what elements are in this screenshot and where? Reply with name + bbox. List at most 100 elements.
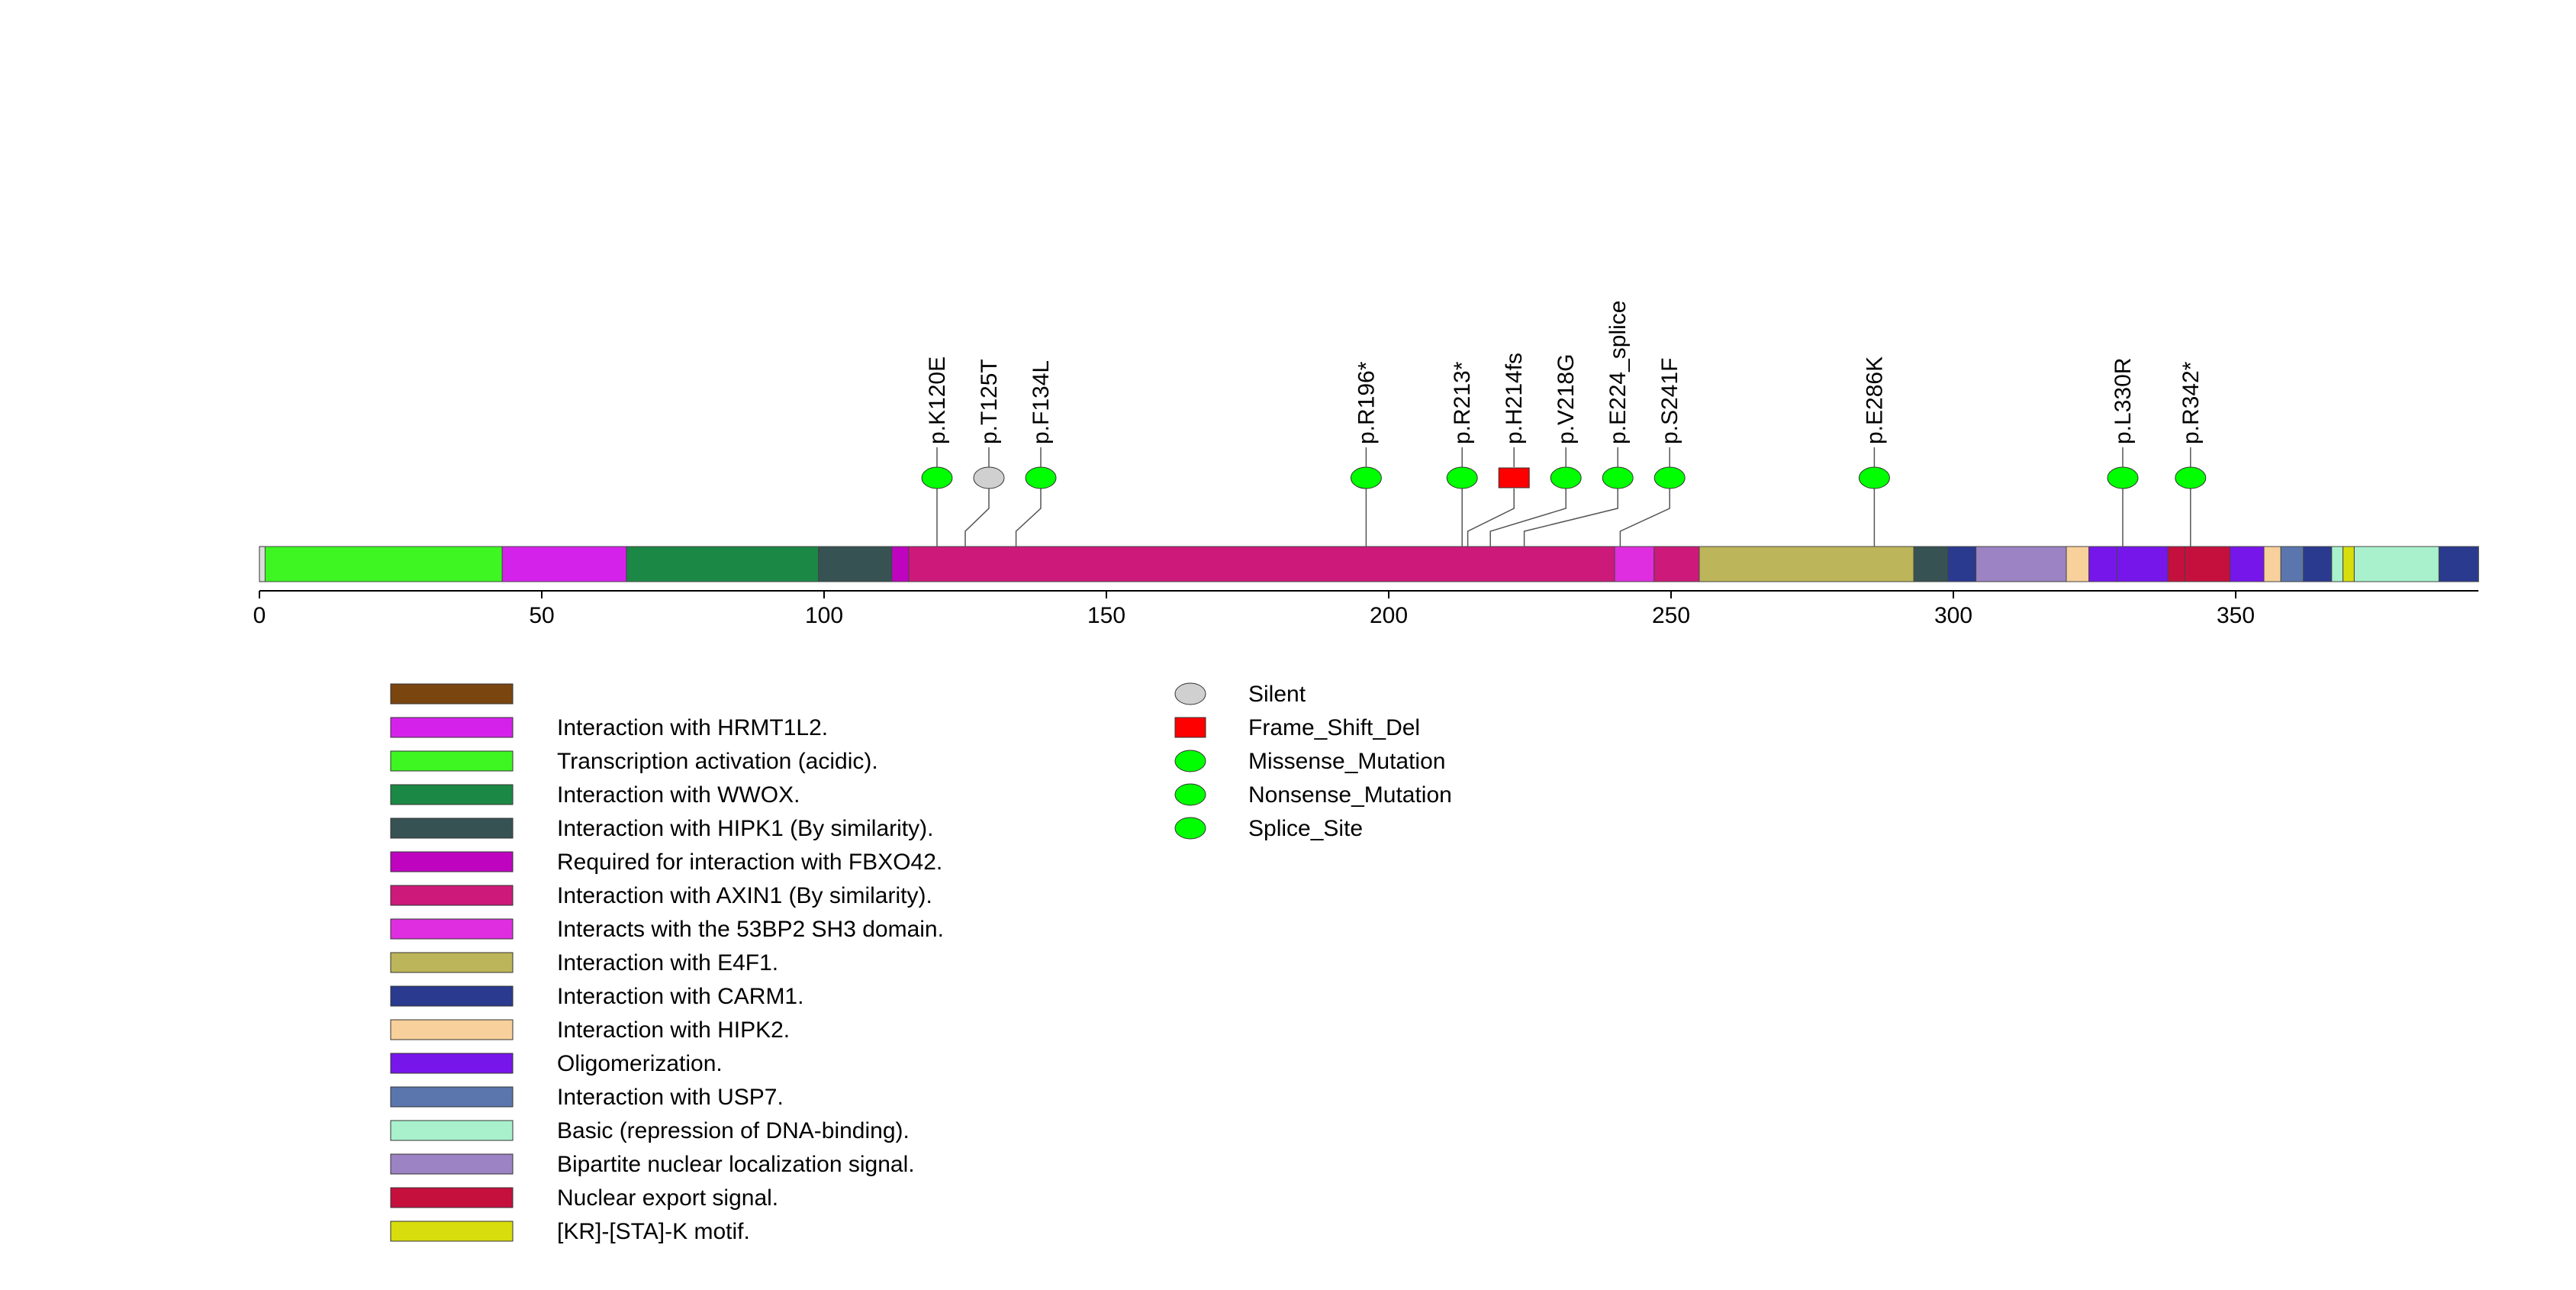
mutation-head: [1446, 466, 1478, 489]
mutation-label: p.R196*: [1354, 361, 1379, 444]
mutation-label: p.E286K: [1862, 356, 1887, 444]
x-tick-label: 50: [529, 603, 554, 628]
mutation-legend-label: Silent: [1248, 682, 1306, 707]
mutation-stem: [1523, 489, 1618, 547]
mutation-stem: [1015, 489, 1042, 547]
domain-legend-swatch: [390, 1221, 514, 1242]
domain-segment: Basic (repression of DNA-binding).: [2331, 546, 2344, 582]
domain-legend: Interaction with HRMT1L2. Transcription a…: [390, 683, 944, 1244]
domain-segment: Oligomerization.: [2088, 546, 2118, 582]
domain-legend-swatch: [390, 1086, 514, 1108]
domain-legend-swatch: [390, 1153, 514, 1175]
domain-legend-swatch: [390, 683, 514, 705]
domain-legend-swatch: [390, 851, 514, 872]
mutation-stem: [1619, 489, 1670, 547]
domain-legend-label: Interaction with WWOX.: [557, 782, 800, 808]
mutation-head: [973, 466, 1005, 489]
x-tick-label: 300: [1934, 603, 1972, 628]
mutation-stem: [1489, 489, 1567, 547]
domain-legend-swatch: [390, 784, 514, 805]
domain-segment: Interaction with CARM1.: [1947, 546, 1977, 582]
domain-track: Transcription activation (acidic). Intera…: [259, 546, 2479, 582]
domain-segment: Interaction with HIPK1 (By similarity).: [1913, 546, 1949, 582]
mutation-label: p.K120E: [925, 356, 950, 444]
mutation-legend-marker: [1174, 817, 1206, 840]
mutation-label: p.E224_splice: [1605, 301, 1631, 444]
domain-legend-label: [KR]-[STA]-K motif.: [557, 1219, 750, 1244]
domain-segment: Interaction with HIPK2.: [2066, 546, 2090, 582]
mutation-type-legend: Silent Frame_Shift_Del Missense_Mutation No…: [1174, 682, 1452, 841]
mutation-head: [2107, 466, 2139, 489]
domain-segment: Nuclear export signal.: [2184, 546, 2231, 582]
domain-segment: Interaction with E4F1.: [1699, 546, 1914, 582]
domain-legend-swatch: [390, 1053, 514, 1074]
domain-segment: Interaction with HIPK2.: [2263, 546, 2281, 582]
domain-legend-swatch: [390, 1120, 514, 1141]
mutation-track: p.K120E p.T125T p.F134L p.R196* p.R213* p.H21…: [921, 301, 2207, 547]
mutation-head: [1550, 466, 1582, 489]
domain-legend-swatch: [390, 750, 514, 772]
domain-legend-label: Transcription activation (acidic).: [557, 749, 878, 774]
domain-legend-swatch: [390, 1187, 514, 1208]
domain-legend-swatch: [390, 1019, 514, 1040]
mutation-legend-marker: [1174, 682, 1206, 705]
domain-legend-label: Bipartite nuclear localization signal.: [557, 1152, 915, 1177]
x-tick-label: 0: [253, 603, 266, 628]
domain-segment: Interacts with the 53BP2 SH3 domain.: [1614, 546, 1655, 582]
domain-segment: Interaction with CARM1.: [2438, 546, 2479, 582]
domain-legend-swatch: [390, 717, 514, 738]
mutation-label: p.R213*: [1450, 361, 1475, 444]
x-tick-label: 250: [1652, 603, 1690, 628]
domain-segment: Interaction with AXIN1 (By similarity).: [908, 546, 1615, 582]
mutation-legend-label: Splice_Site: [1248, 816, 1363, 841]
mutation-legend-marker: [1174, 783, 1206, 806]
domain-segment: Bipartite nuclear localization signal.: [1975, 546, 2067, 582]
domain-legend-label: Interaction with HRMT1L2.: [557, 715, 828, 740]
domain-legend-label: Interaction with HIPK1 (By similarity).: [557, 816, 933, 841]
domain-legend-swatch: [390, 985, 514, 1007]
domain-segment: Oligomerization.: [2117, 546, 2169, 582]
mutation-head: [1025, 466, 1057, 489]
mutation-legend-label: Missense_Mutation: [1248, 749, 1445, 774]
domain-legend-label: Interaction with CARM1.: [557, 984, 803, 1009]
domain-legend-label: Interacts with the 53BP2 SH3 domain.: [557, 917, 944, 942]
x-tick-label: 350: [2217, 603, 2255, 628]
domain-legend-swatch: [390, 818, 514, 839]
mutation-head: [1858, 466, 1890, 489]
domain-segment: Interaction with AXIN1 (By similarity).: [1653, 546, 1700, 582]
mutation-label: p.H214fs: [1502, 353, 1527, 444]
domain-legend-label: Oligomerization.: [557, 1051, 723, 1076]
mutation-legend-label: Nonsense_Mutation: [1248, 782, 1452, 808]
domain-legend-label: Interaction with E4F1.: [557, 950, 778, 976]
domain-legend-swatch: [390, 885, 514, 906]
x-tick-label: 150: [1087, 603, 1125, 628]
domain-legend-swatch: [390, 918, 514, 940]
mutation-head: [921, 466, 953, 489]
domain-segment: [KR]-[STA]-K motif.: [2343, 546, 2355, 582]
x-tick-label: 200: [1370, 603, 1408, 628]
mutation-head: [2175, 466, 2207, 489]
domain-legend-swatch: [390, 952, 514, 973]
mutation-head-frameshift: [1498, 467, 1530, 489]
domain-segment: Nuclear export signal.: [2167, 546, 2185, 582]
domain-legend-label: Basic (repression of DNA-binding).: [557, 1118, 910, 1143]
mutation-label: p.R342*: [2178, 361, 2204, 444]
domain-legend-label: Interaction with HIPK2.: [557, 1017, 790, 1043]
domain-legend-label: Nuclear export signal.: [557, 1185, 778, 1211]
x-axis: 0 50 100 150 200 250 300 350: [253, 591, 2255, 628]
domain-legend-label: Interaction with USP7.: [557, 1085, 784, 1110]
domain-segment: Basic (repression of DNA-binding).: [2353, 546, 2439, 582]
mutation-label: p.L330R: [2111, 358, 2136, 444]
domain-legend-label: Interaction with AXIN1 (By similarity).: [557, 883, 932, 908]
mutation-label: p.V218G: [1554, 354, 1579, 444]
domain-segment: Oligomerization.: [2230, 546, 2265, 582]
mutation-label: p.S241F: [1657, 358, 1682, 444]
domain-legend-label: Required for interaction with FBXO42.: [557, 850, 942, 875]
domain-segment: Transcription activation (acidic).: [264, 546, 503, 582]
mutation-legend-marker: [1174, 717, 1206, 738]
mutation-stem: [964, 489, 990, 547]
domain-segment: Interaction with USP7.: [2280, 546, 2304, 582]
mutation-head: [1602, 466, 1634, 489]
